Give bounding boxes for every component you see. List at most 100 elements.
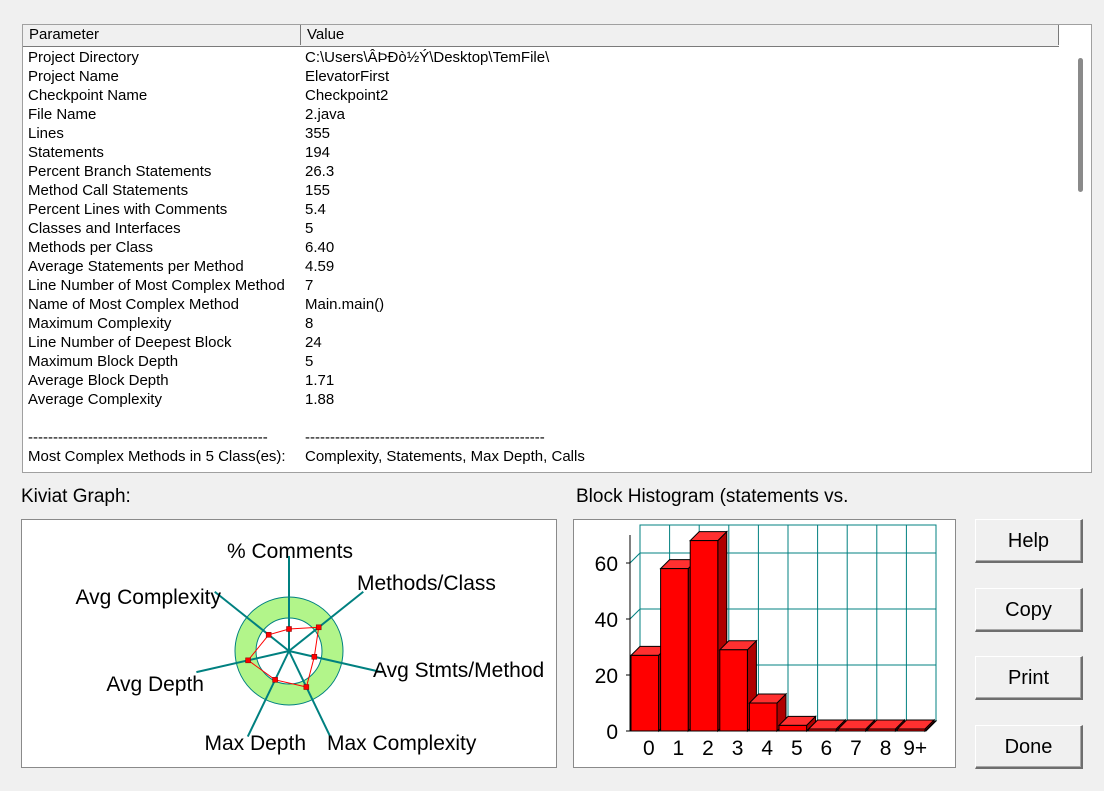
value-cell: 2.java (305, 106, 346, 123)
value-cell: 1.88 (305, 391, 335, 408)
column-header-value[interactable]: Value (301, 25, 1059, 45)
parameter-cell: Line Number of Most Complex Method (28, 277, 285, 294)
value-cell: 1.71 (305, 372, 335, 389)
histogram-bar (896, 728, 926, 732)
table-row[interactable] (23, 409, 1059, 428)
value-cell: C:\Users\ÂÞÐò½Ý\Desktop\TemFile\ (305, 49, 550, 66)
value-cell: 5 (305, 220, 314, 237)
kiviat-axis-label: Max Complexity (327, 732, 477, 755)
table-header: Parameter Value (23, 25, 1059, 47)
table-row[interactable]: Maximum Complexity 8 (23, 314, 1059, 333)
value-cell: Checkpoint2 (305, 87, 389, 104)
value-cell: 355 (305, 125, 331, 142)
block-histogram: 0 20 40 60 0 1 2 3 4 5 6 7 8 9+ (573, 519, 956, 768)
histogram-x-tick-label: 9+ (903, 737, 927, 760)
value-cell: 5.4 (305, 201, 326, 218)
parameter-cell: Lines (28, 125, 64, 142)
parameter-cell: Project Name (28, 68, 119, 85)
kiviat-axis (288, 590, 364, 652)
parameter-cell: ----------------------------------------… (28, 429, 268, 446)
kiviat-axis-label: Avg Depth (106, 673, 204, 696)
parameter-cell: Maximum Block Depth (28, 353, 179, 370)
table-row[interactable]: Method Call Statements 155 (23, 181, 1059, 200)
value-cell: 7 (305, 277, 314, 294)
histogram-bar (748, 702, 778, 732)
histogram-bar (867, 728, 896, 732)
histogram-bar (808, 728, 837, 732)
kiviat-axis-label: Methods/Class (357, 572, 496, 595)
scrollbar-thumb[interactable] (1078, 58, 1083, 192)
table-row[interactable]: Percent Branch Statements 26.3 (23, 162, 1059, 181)
histogram-x-tick-label: 4 (761, 737, 773, 760)
value-cell: 4.59 (305, 258, 335, 275)
histogram-gridline (629, 608, 641, 620)
value-cell: 155 (305, 182, 331, 199)
table-row[interactable]: Project Directory C:\Users\ÂÞÐò½Ý\Desktop… (23, 48, 1059, 67)
kiviat-value-polygon (247, 626, 320, 688)
parameter-cell: Checkpoint Name (28, 87, 148, 104)
parameter-cell: Classes and Interfaces (28, 220, 181, 237)
value-cell: Complexity, Statements, Max Depth, Calls (305, 448, 585, 465)
kiviat-axis (288, 650, 332, 738)
parameter-cell: Name of Most Complex Method (28, 296, 239, 313)
table-row[interactable]: Methods per Class 6.40 (23, 238, 1059, 257)
parameter-cell: Statements (28, 144, 104, 161)
parameter-cell: Line Number of Deepest Block (28, 334, 232, 351)
histogram-x-tick-label: 2 (702, 737, 714, 760)
histogram-x-tick-label: 8 (880, 737, 892, 760)
kiviat-point (311, 654, 318, 660)
table-row[interactable]: ----------------------------------------… (23, 428, 1059, 447)
histogram-x-tick-label: 6 (821, 737, 833, 760)
table-row[interactable]: Maximum Block Depth 5 (23, 352, 1059, 371)
table-row[interactable]: Most Complex Methods in 5 Class(es): Comp… (23, 447, 1059, 466)
value-cell: 5 (305, 353, 314, 370)
table-row[interactable]: Classes and Interfaces 5 (23, 219, 1059, 238)
value-cell: 6.40 (305, 239, 335, 256)
table-row[interactable]: Lines 355 (23, 124, 1059, 143)
table-row[interactable]: Percent Lines with Comments 5.4 (23, 200, 1059, 219)
parameter-cell: Percent Lines with Comments (28, 201, 228, 218)
table-row[interactable]: Statements 194 (23, 143, 1059, 162)
parameter-cell: Average Statements per Method (28, 258, 244, 275)
value-cell: 24 (305, 334, 322, 351)
kiviat-axis (214, 590, 290, 652)
kiviat-axis-label: Max Depth (204, 732, 306, 755)
kiviat-point (286, 626, 292, 632)
done-button[interactable]: Done (975, 725, 1083, 769)
kiviat-graph: % Comments Methods/Class Avg Stmts/Method M… (21, 519, 557, 768)
table-row[interactable]: Line Number of Deepest Block 24 (23, 333, 1059, 352)
table-row[interactable]: Line Number of Most Complex Method 7 (23, 276, 1059, 295)
table-row[interactable]: Checkpoint Name Checkpoint2 (23, 86, 1059, 105)
histogram-x-tick-label: 7 (850, 737, 862, 760)
table-row[interactable]: Average Statements per Method 4.59 (23, 257, 1059, 276)
parameter-cell: Average Block Depth (28, 372, 169, 389)
histogram-bar (660, 568, 689, 732)
copy-button[interactable]: Copy (975, 588, 1083, 632)
table-row[interactable]: Name of Most Complex Method Main.main() (23, 295, 1059, 314)
kiviat-point (265, 632, 272, 638)
help-button[interactable]: Help (975, 519, 1083, 563)
metrics-table[interactable]: Parameter Value Project Directory C:\User… (22, 24, 1092, 473)
histogram-bar (778, 724, 808, 732)
print-button[interactable]: Print (975, 656, 1083, 700)
kiviat-point (315, 624, 322, 631)
table-row[interactable]: Average Block Depth 1.71 (23, 371, 1059, 390)
table-row[interactable]: Average Complexity 1.88 (23, 390, 1059, 409)
vertical-scrollbar[interactable] (1059, 25, 1091, 472)
histogram-x-tick-label: 3 (732, 737, 744, 760)
column-header-parameter[interactable]: Parameter (23, 25, 301, 45)
histogram-bar (719, 649, 748, 732)
kiviat-point (245, 657, 251, 664)
value-cell: ----------------------------------------… (305, 429, 545, 446)
parameter-cell: Methods per Class (28, 239, 154, 256)
value-cell: Main.main() (305, 296, 385, 313)
histogram-gridline (629, 552, 641, 564)
histogram-x-tick-label: 0 (643, 737, 655, 760)
histogram-title: Block Histogram (statements vs. (576, 486, 849, 507)
histogram-bar (837, 728, 867, 732)
table-row[interactable]: File Name 2.java (23, 105, 1059, 124)
table-row[interactable]: Project Name ElevatorFirst (23, 67, 1059, 86)
